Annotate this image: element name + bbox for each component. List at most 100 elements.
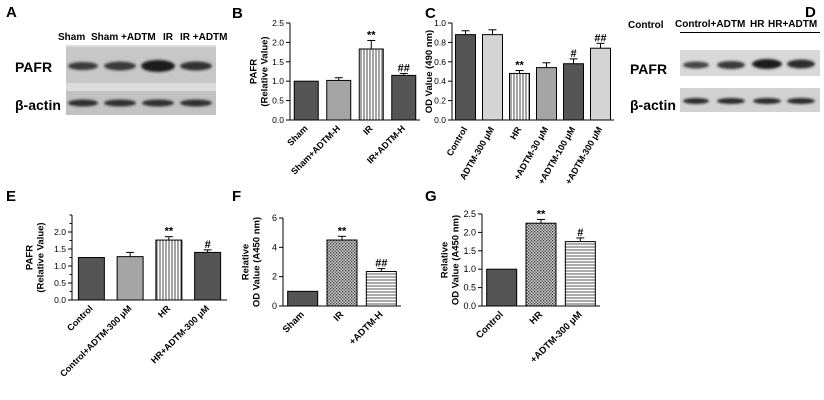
x-tick-label: Control+ADTM-300 μM (58, 303, 133, 378)
y-tick-label: 0.5 (272, 96, 284, 106)
x-tick-label: Control (65, 303, 95, 333)
blot-d-row-label-beta-actin: β-actin (630, 97, 676, 113)
chart-f: F 0 2 4 6 Relative OD Value (A450 nm) Sham ** IR #… (232, 188, 401, 348)
y-tick-label: 0.0 (54, 295, 66, 305)
significance-label: ** (367, 29, 376, 41)
blot-a-row-label-beta-actin: β-actin (15, 97, 61, 113)
y-tick-label: 1.5 (463, 246, 476, 256)
bar (194, 251, 222, 301)
y-tick-label: 2.0 (463, 227, 476, 237)
y-tick-label: 1.0 (54, 261, 66, 271)
band-pafr-hr-adtm (787, 59, 815, 69)
band-pafr-control (683, 61, 709, 69)
panel-label-e: E (6, 188, 16, 205)
band-pafr-ir-adtm (180, 61, 212, 71)
blot-a-lane-label: Sham (58, 32, 86, 43)
y-tick-label: 4 (272, 242, 277, 252)
x-tick-label: Sham (285, 123, 309, 147)
blot-d-lane-label: Control (628, 20, 664, 31)
bar (525, 222, 557, 307)
y-tick-label: 1.0 (272, 76, 284, 86)
y-tick-label: 2.5 (463, 209, 476, 219)
y-axis-label: OD Value (A450 nm) (252, 217, 263, 307)
blot-d-lane-label: HR (750, 19, 765, 30)
y-tick-label: 2.0 (54, 227, 66, 237)
band-pafr-sham (68, 62, 98, 70)
bar (358, 48, 384, 121)
y-tick-label: 2.5 (272, 18, 284, 28)
band-pafr-hr (752, 59, 782, 69)
chart-b: B 0.0 0.5 1.0 1.5 2.0 2.5 PAFR (Relative Value) S… (232, 5, 420, 177)
bar (509, 72, 530, 121)
blot-a-lane-label: IR (163, 32, 173, 43)
significance-label: ** (165, 226, 174, 238)
blot-a-lane-label: Sham +ADTM (91, 32, 156, 43)
x-tick-label: IR (332, 309, 347, 324)
significance-label: ** (537, 209, 546, 221)
x-tick-label: HR (156, 303, 173, 320)
panel-label-a: A (6, 4, 17, 21)
panel-label-b: B (232, 5, 243, 22)
significance-label: ## (594, 32, 606, 44)
bar (326, 79, 352, 121)
chart-e: E 0.0 0.5 1.0 1.5 2.0 PAFR (Relative Value) Cont… (6, 188, 227, 379)
panel-label-c: C (425, 5, 436, 22)
band-pafr-control-adtm (717, 61, 745, 69)
x-tick-label: HR (528, 309, 546, 327)
y-tick-label: 1.0 (463, 264, 476, 274)
significance-label: ## (375, 258, 387, 270)
y-axis-label: (Relative Value) (36, 222, 47, 292)
band-actin-control (683, 98, 709, 104)
significance-label: # (577, 227, 583, 239)
y-tick-label: 0.0 (272, 115, 284, 125)
x-tick-label: IR (361, 123, 375, 137)
significance-label: ** (338, 225, 347, 237)
significance-label: # (570, 48, 576, 60)
band-pafr-ir (141, 60, 175, 72)
chart-g: G 0.0 0.5 1.0 1.5 2.0 2.5 Relative OD Value (A45… (425, 188, 600, 365)
band-pafr-sham-adtm (104, 61, 136, 71)
band-actin-hr (753, 98, 781, 104)
bar (563, 63, 584, 121)
y-tick-label: 0.0 (463, 301, 476, 311)
panel-label-g: G (425, 188, 437, 205)
y-tick-label: 0.5 (54, 278, 66, 288)
bar (455, 34, 476, 121)
western-blot-a (66, 45, 216, 115)
y-tick-label: 0 (272, 301, 277, 311)
blot-d-row-label-pafr: PAFR (630, 61, 668, 77)
band-actin-ir-adtm (180, 99, 212, 107)
significance-label: # (205, 239, 211, 251)
y-axis-label: OD Value (A450 nm) (451, 215, 462, 305)
x-tick-label: Control (474, 309, 506, 341)
bar (77, 257, 105, 301)
y-tick-label: 0.6 (434, 57, 446, 67)
bar (564, 241, 596, 307)
bar (293, 80, 319, 121)
bar (590, 47, 611, 121)
x-tick-label: Control (445, 125, 470, 158)
y-tick-label: 6 (272, 213, 277, 223)
bar (391, 74, 417, 121)
band-actin-ir (142, 99, 174, 107)
panel-label-f: F (232, 188, 241, 205)
x-tick-label: +ADTM-H (347, 309, 385, 347)
band-actin-control-adtm (717, 98, 745, 104)
y-tick-label: 0.4 (434, 76, 446, 86)
y-axis-label: Relative (440, 242, 451, 278)
bar (116, 256, 144, 301)
western-blot-d (680, 32, 820, 112)
y-axis-label: PAFR (249, 59, 260, 84)
y-tick-label: 2.0 (272, 37, 284, 47)
chart-c: C 0.0 0.2 0.4 0.6 0.8 1.0 OD Value (490 nm) Cont… (424, 5, 614, 186)
y-tick-label: 2 (272, 272, 277, 282)
y-tick-label: 1.5 (272, 57, 284, 67)
band-actin-hr-adtm (787, 98, 815, 104)
y-axis-label: Relative (241, 244, 252, 280)
panel-label-d: D (805, 4, 816, 21)
y-tick-label: 1.5 (54, 244, 66, 254)
y-tick-label: 1.0 (434, 18, 446, 28)
blot-d-lane-label: HR+ADTM (768, 19, 818, 30)
